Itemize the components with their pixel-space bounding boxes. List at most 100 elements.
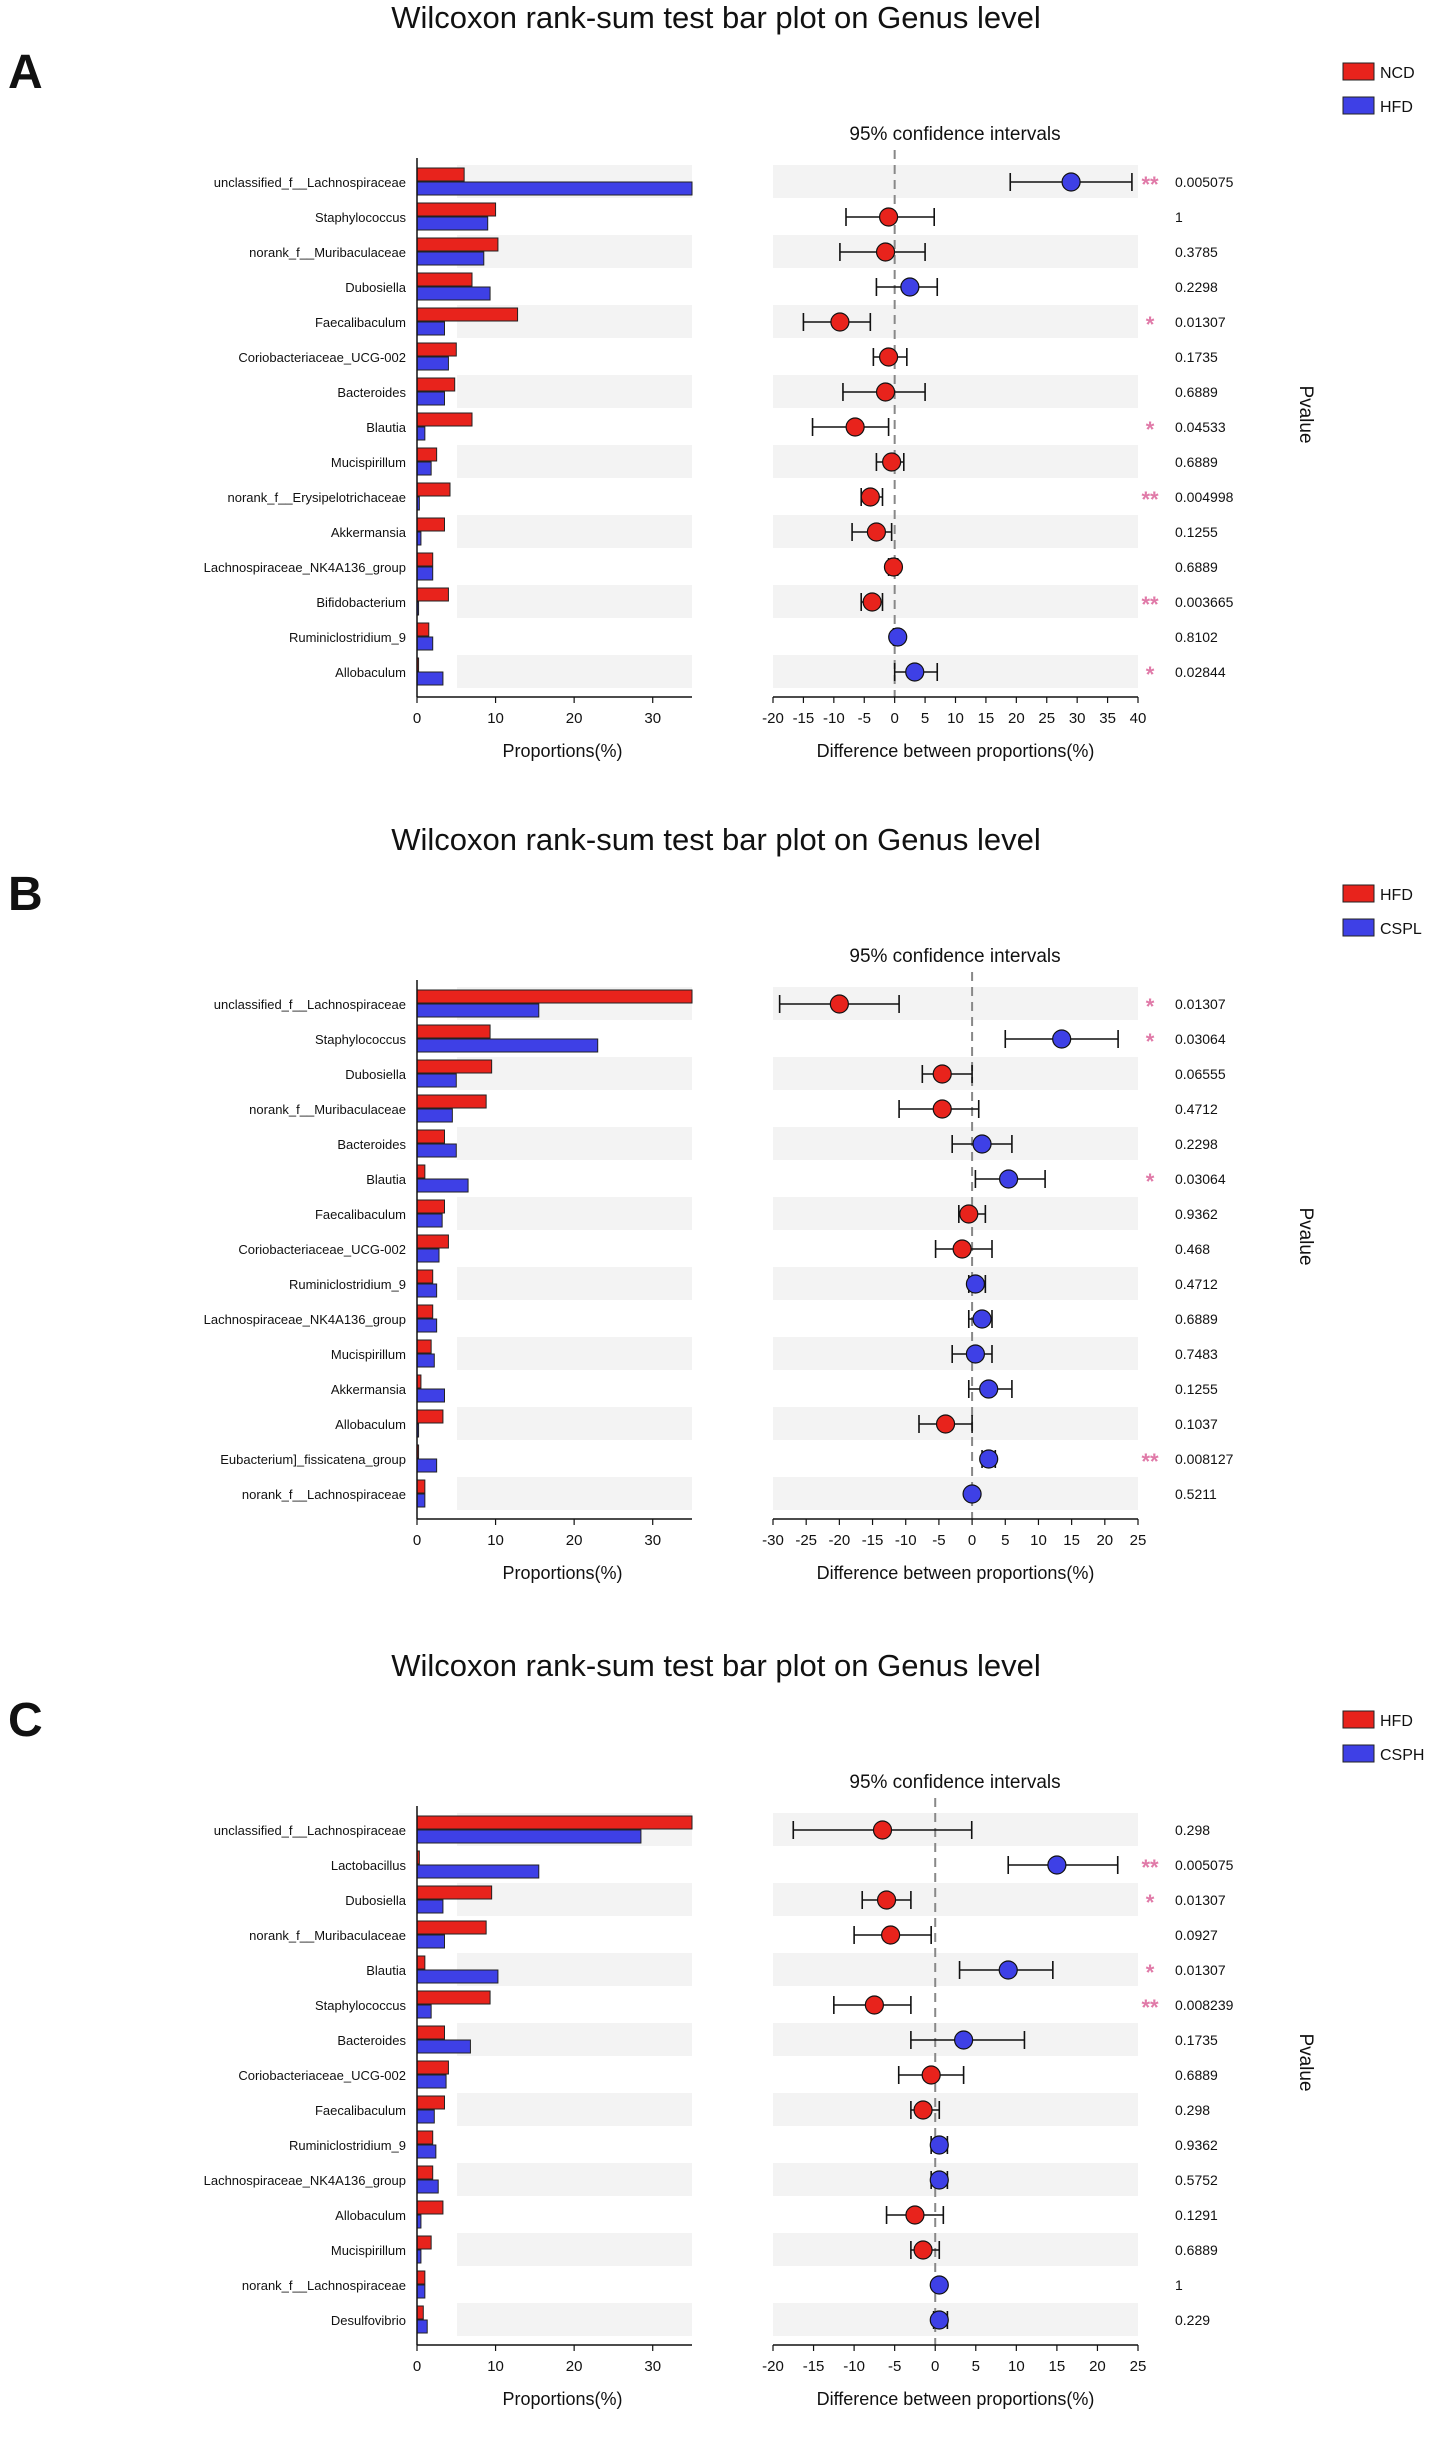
bar-cspl [416,1108,453,1123]
bar-hfd [416,1479,426,1494]
row-stripe-right [773,1883,1138,1916]
bar-csph [416,1969,499,1984]
bar-hfd [416,1409,444,1424]
ci-point [872,1820,893,1840]
ci-point [972,1309,992,1329]
legend-swatch-0 [1342,62,1375,81]
bar-ncd [416,202,497,217]
ci-point [862,592,882,612]
ci-point [965,1344,986,1364]
ci-point [959,1204,979,1224]
bar-cspl [416,1283,438,1298]
p-value: 0.03064 [1175,1031,1226,1047]
bar-csph [416,2319,428,2334]
pvalue-axis-label: Pvalue [1295,1207,1316,1265]
left-x-axis-label: Proportions(%) [502,741,622,761]
legend-label-1: CSPH [1380,1747,1424,1764]
p-value: 0.03064 [1175,1171,1226,1187]
taxon-label: Bifidobacterium [316,595,406,610]
p-value: 0.1255 [1175,524,1218,540]
left-x-axis-label: Proportions(%) [502,1563,622,1583]
ci-point [932,1099,952,1119]
p-value: 0.6889 [1175,559,1218,575]
taxon-label: unclassified_f__Lachnospiraceae [214,1823,406,1838]
p-value: 0.468 [1175,1241,1210,1257]
right-tick-label: 10 [1030,1532,1047,1549]
p-value: 0.1735 [1175,2032,1218,2048]
bar-hfd [416,1094,487,1109]
bar-hfd [416,1164,426,1179]
taxon-label: Lachnospiraceae_NK4A136_group [204,1312,406,1327]
bar-cspl [416,1458,438,1473]
bar-ncd [416,622,430,637]
right-tick-label: -15 [862,1532,884,1549]
bar-hfd [416,1234,449,1249]
right-tick-label: -5 [858,710,871,727]
left-tick-label: 20 [566,2358,583,2375]
p-value: 0.1037 [1175,1416,1218,1432]
bar-csph [416,2004,432,2019]
bar-cspl [416,1003,540,1018]
right-tick-label: 5 [972,2358,980,2375]
ci-point [921,2065,941,2085]
row-stripe-right [773,2163,1138,2196]
right-tick-label: -10 [823,710,845,727]
taxon-label: Coriobacteriaceae_UCG-002 [238,2068,406,2083]
taxon-label: Faecalibaculum [315,2103,406,2118]
ci-point [905,2205,925,2225]
panel-a: Wilcoxon rank-sum test bar plot on Genus… [8,0,1415,761]
p-value: 0.004998 [1175,489,1234,505]
bar-ncd [416,237,499,252]
legend-swatch-1 [1342,1744,1375,1763]
significance-star: * [1146,312,1155,337]
panel-label: A [8,46,43,99]
p-value: 0.003665 [1175,594,1234,610]
right-tick-label: 0 [890,710,898,727]
right-tick-label: -10 [895,1532,917,1549]
ci-point [962,1484,982,1504]
significance-star: * [1146,417,1155,442]
significance-star: * [1146,1169,1155,1194]
taxon-label: Ruminiclostridium_9 [289,1277,406,1292]
taxon-label: Mucispirillum [331,2243,406,2258]
bar-hfd [416,2025,445,2040]
right-tick-label: 10 [1008,2358,1025,2375]
p-value: 0.01307 [1175,314,1226,330]
taxon-label: Blautia [366,420,407,435]
bar-cspl [416,1388,445,1403]
p-value: 0.8102 [1175,629,1218,645]
left-tick-label: 20 [566,1532,583,1549]
row-stripe-right [773,1267,1138,1300]
right-tick-label: 15 [1063,1532,1080,1549]
taxon-label: Akkermansia [331,1382,407,1397]
p-value: 0.6889 [1175,2242,1218,2258]
taxon-label: Ruminiclostridium_9 [289,630,406,645]
ci-point [888,627,908,647]
p-value: 0.005075 [1175,1857,1234,1873]
bar-hfd [416,1920,487,1935]
right-tick-label: 0 [968,1532,976,1549]
panel-c: Wilcoxon rank-sum test bar plot on Genus… [8,1648,1424,2409]
ci-title: 95% confidence intervals [849,124,1060,145]
left-x-axis-label: Proportions(%) [502,2389,622,2409]
ci-point [875,382,896,402]
ci-point [878,207,899,227]
significance-star: * [1146,1960,1155,1985]
row-stripe-left [457,2163,692,2196]
ci-point [913,2240,933,2260]
p-value: 0.5752 [1175,2172,1218,2188]
row-stripe-left [457,1057,692,1090]
ci-point [929,2170,949,2190]
ci-point [979,1449,999,1469]
bar-cspl [416,1073,457,1088]
right-tick-label: -5 [888,2358,901,2375]
bar-hfd [416,1129,445,1144]
taxon-label: Staphylococcus [315,1032,407,1047]
row-stripe-left [457,585,692,618]
bar-cspl [416,1493,426,1508]
right-tick-label: 15 [1049,2358,1066,2375]
right-x-axis-label: Difference between proportions(%) [817,741,1095,761]
bar-hfd [416,2200,444,2215]
row-stripe-right [773,2233,1138,2266]
legend-swatch-0 [1342,1710,1375,1729]
